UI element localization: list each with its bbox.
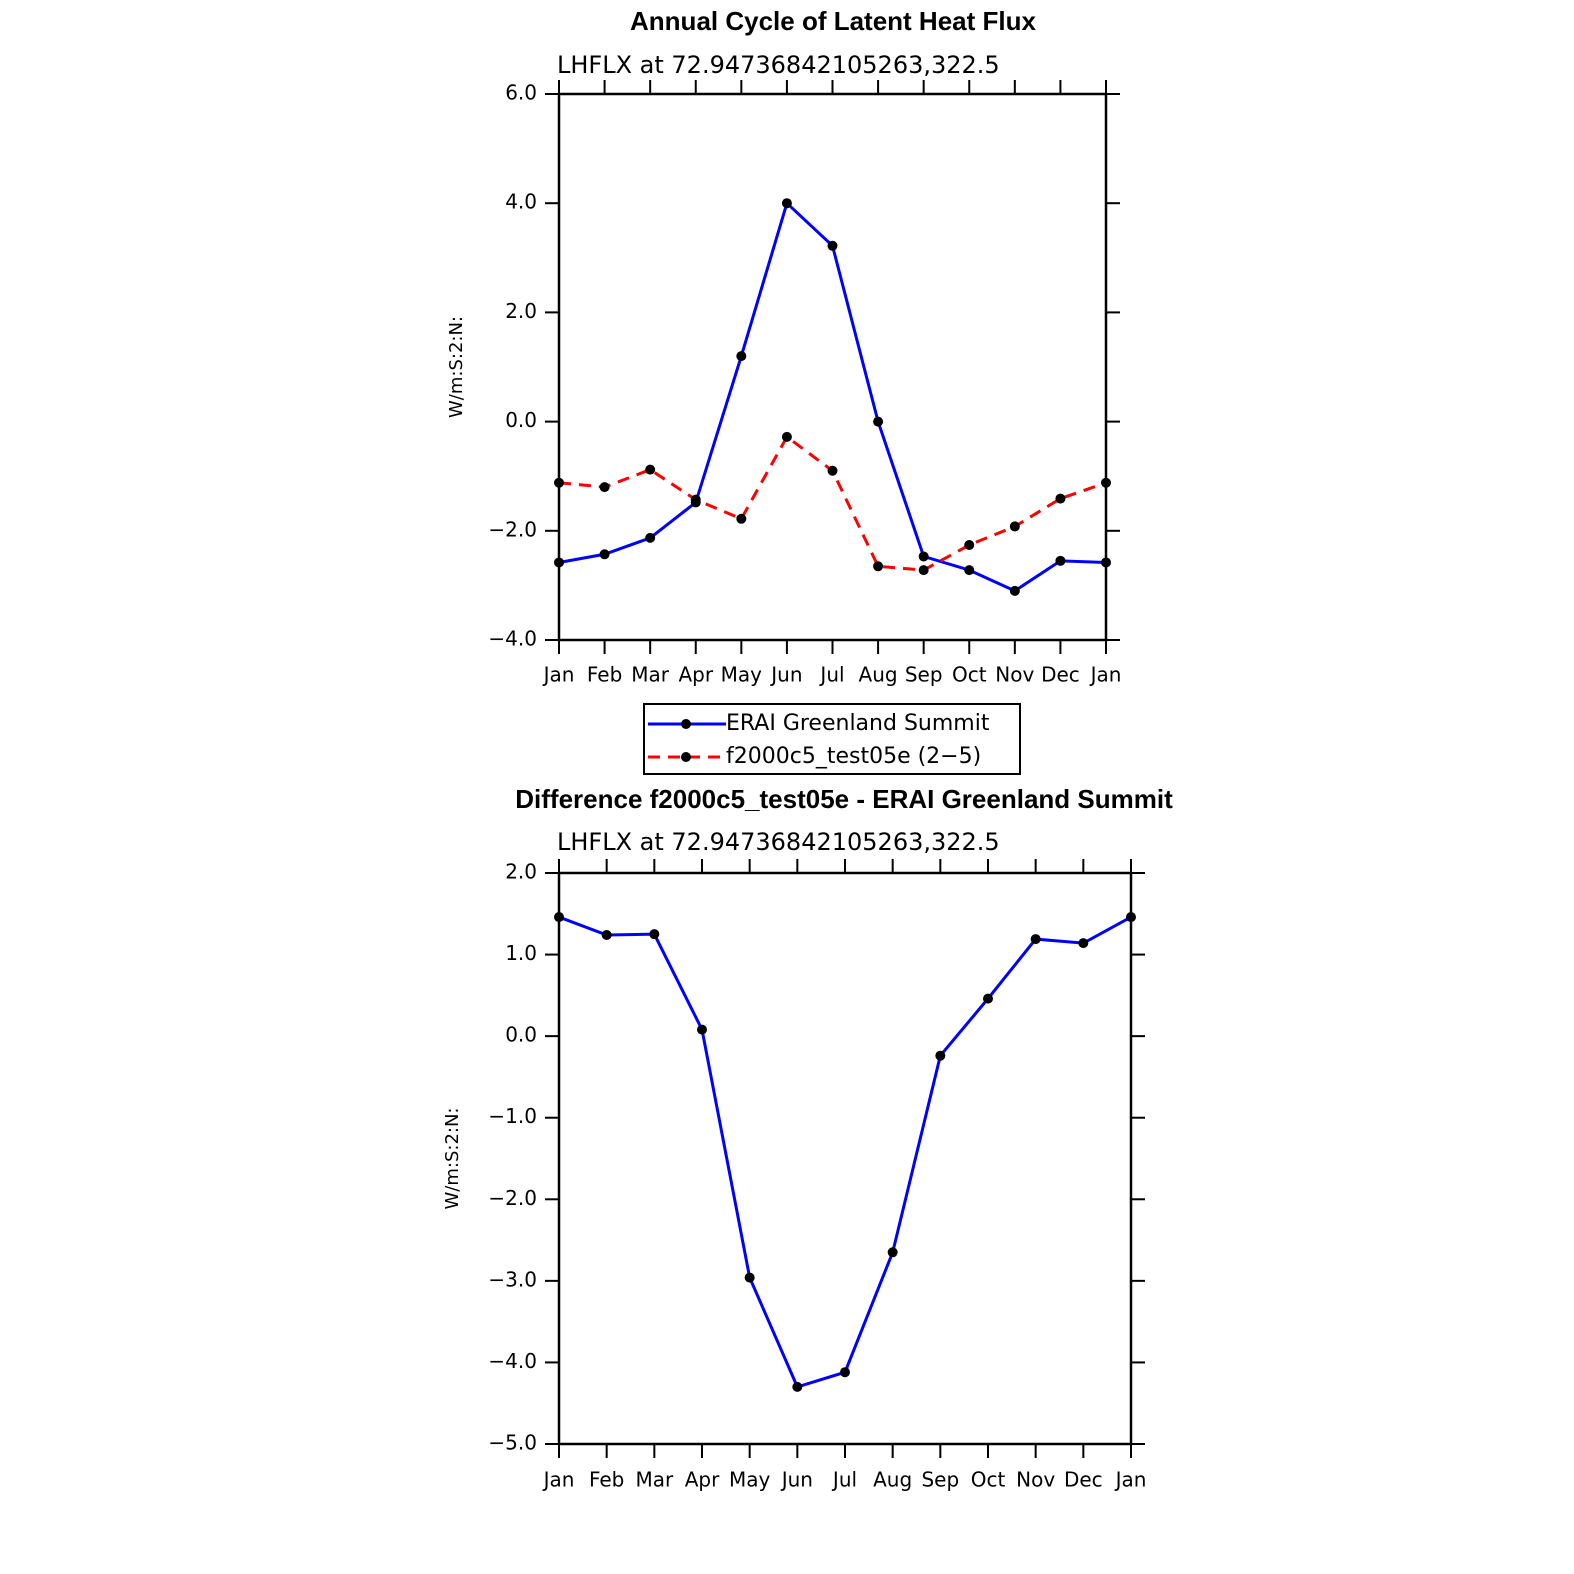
series-line xyxy=(558,434,1107,572)
legend-box xyxy=(643,703,1021,775)
data-point xyxy=(873,416,884,427)
data-point xyxy=(645,532,656,543)
data-point xyxy=(736,513,747,524)
x-tick-label: Feb xyxy=(589,1468,624,1492)
chart-title: Annual Cycle of Latent Heat Flux xyxy=(630,6,1036,36)
y-tick-label: −2.0 xyxy=(488,517,537,541)
data-point xyxy=(840,1367,850,1378)
x-tick-label: Mar xyxy=(635,1468,674,1492)
y-tick-label: 0.0 xyxy=(505,408,537,432)
data-point xyxy=(554,912,564,923)
plot-frame xyxy=(557,871,1133,1446)
data-point xyxy=(1101,477,1111,488)
y-tick-label: −4.0 xyxy=(488,1349,537,1373)
plot-frame xyxy=(557,92,1108,642)
legend-label: ERAI Greenland Summit xyxy=(726,711,990,736)
y-tick-label: 1.0 xyxy=(505,941,537,965)
x-tick-label: Apr xyxy=(685,1468,720,1492)
x-tick-label: Aug xyxy=(859,663,898,687)
data-point xyxy=(697,1024,707,1035)
x-tick-label: Jun xyxy=(769,663,802,687)
y-tick-label: −5.0 xyxy=(488,1431,537,1455)
data-point xyxy=(873,561,884,572)
legend-label: f2000c5_test05e (2−5) xyxy=(726,744,981,769)
data-point xyxy=(599,549,610,560)
x-tick-label: Oct xyxy=(971,1468,1006,1492)
chart-subtitle: LHFLX at 72.94736842105263,322.5 xyxy=(557,828,1000,856)
data-point xyxy=(690,494,701,505)
x-tick-label: Jan xyxy=(1089,663,1122,687)
x-tick-label: Jul xyxy=(818,663,844,687)
y-axis-label: W/m:S:2:N: xyxy=(442,1108,463,1210)
chart-subtitle: LHFLX at 72.94736842105263,322.5 xyxy=(557,51,1000,79)
data-point xyxy=(887,1247,898,1258)
x-tick-label: Jan xyxy=(542,1468,575,1492)
data-point xyxy=(554,477,564,488)
x-tick-label: Feb xyxy=(587,663,622,687)
y-axis-label: W/m:S:2:N: xyxy=(446,316,467,418)
x-tick-label: Dec xyxy=(1064,1468,1103,1492)
legend-marker xyxy=(681,752,691,762)
x-tick-label: Jun xyxy=(780,1468,813,1492)
data-point xyxy=(649,929,660,940)
data-point xyxy=(918,565,929,576)
data-point xyxy=(1030,934,1041,945)
x-tick-label: Sep xyxy=(905,663,943,687)
data-point xyxy=(1101,557,1111,568)
y-tick-label: −3.0 xyxy=(488,1267,537,1291)
chart-title: Difference f2000c5_test05e - ERAI Greenl… xyxy=(515,784,1173,814)
data-point xyxy=(1126,912,1136,923)
y-tick-label: 2.0 xyxy=(505,299,537,323)
legend-marker xyxy=(681,719,691,729)
data-point xyxy=(918,551,929,562)
data-point xyxy=(1009,521,1020,532)
data-point xyxy=(599,482,610,493)
data-point xyxy=(1009,585,1020,596)
data-point xyxy=(736,351,747,362)
y-tick-label: 6.0 xyxy=(505,81,537,105)
x-tick-label: Apr xyxy=(678,663,713,687)
x-tick-label: Nov xyxy=(1016,1468,1055,1492)
data-point xyxy=(1055,555,1066,566)
y-tick-label: −1.0 xyxy=(488,1104,537,1128)
data-point xyxy=(744,1272,755,1283)
data-point xyxy=(935,1050,946,1061)
data-point xyxy=(1055,493,1066,504)
x-tick-label: Nov xyxy=(995,663,1034,687)
data-point xyxy=(792,1381,803,1392)
data-point xyxy=(964,539,975,550)
x-tick-label: May xyxy=(729,1468,771,1492)
y-tick-label: 4.0 xyxy=(505,190,537,214)
x-tick-label: May xyxy=(721,663,763,687)
x-tick-label: Jul xyxy=(831,1468,857,1492)
data-point xyxy=(781,431,792,442)
x-tick-label: Oct xyxy=(952,663,987,687)
data-point xyxy=(1078,938,1089,949)
x-tick-label: Dec xyxy=(1041,663,1080,687)
data-point xyxy=(645,464,656,475)
x-tick-label: Jan xyxy=(542,663,575,687)
data-point xyxy=(554,557,564,568)
data-point xyxy=(983,993,993,1004)
data-point xyxy=(781,198,792,209)
y-tick-label: 2.0 xyxy=(505,860,537,884)
series-line xyxy=(558,200,1107,593)
y-tick-label: −4.0 xyxy=(488,627,537,651)
data-point xyxy=(601,929,612,940)
y-tick-label: 0.0 xyxy=(505,1023,537,1047)
y-tick-label: −2.0 xyxy=(488,1186,537,1210)
data-point xyxy=(964,565,975,576)
x-tick-label: Sep xyxy=(921,1468,959,1492)
data-point xyxy=(827,465,838,476)
x-tick-label: Mar xyxy=(631,663,670,687)
x-tick-label: Jan xyxy=(1114,1468,1147,1492)
data-point xyxy=(827,240,838,251)
x-tick-label: Aug xyxy=(873,1468,912,1492)
series-line xyxy=(558,915,1132,1389)
